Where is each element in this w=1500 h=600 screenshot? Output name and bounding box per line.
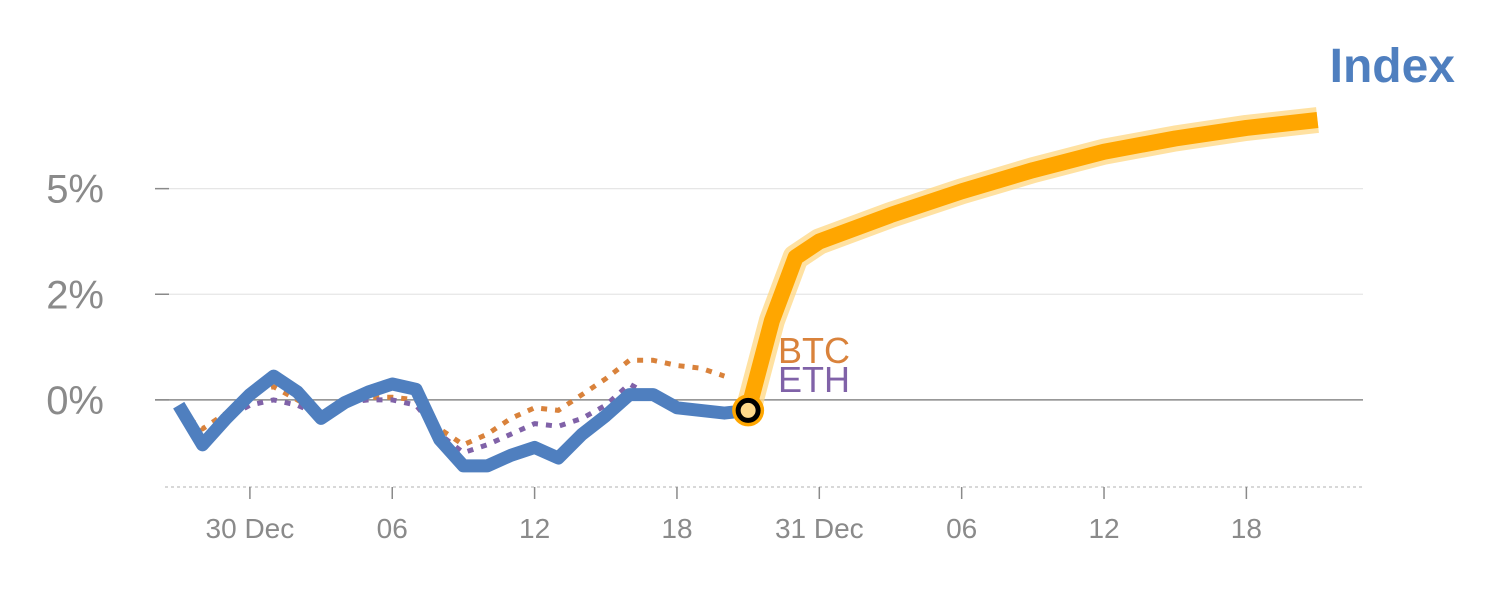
axis-layer: 0% 2% 5% 30 Dec 06 12 18 31 Dec 06 12 18 [46,168,1365,544]
junction-marker [735,397,761,423]
x-tick-label: 12 [1088,513,1119,544]
series-label-btc: BTC [778,330,850,371]
x-tick-label: 06 [946,513,977,544]
y-tick-label: 2% [46,273,104,317]
x-tick-label: 18 [661,513,692,544]
x-tick-label: 31 Dec [775,513,864,544]
chart-title: Index [1330,40,1456,93]
series-line-eth [176,381,725,456]
series-label-eth: ETH [778,359,850,400]
series-layer [173,107,1319,473]
series-line-index [173,369,749,473]
series-line-forecast [740,112,1319,413]
x-tick-label: 30 Dec [206,513,295,544]
x-tick-label: 06 [377,513,408,544]
x-tick-label: 18 [1231,513,1262,544]
y-tick-label: 5% [46,168,104,212]
y-tick-label: 0% [46,379,104,423]
x-tick-label: 12 [519,513,550,544]
